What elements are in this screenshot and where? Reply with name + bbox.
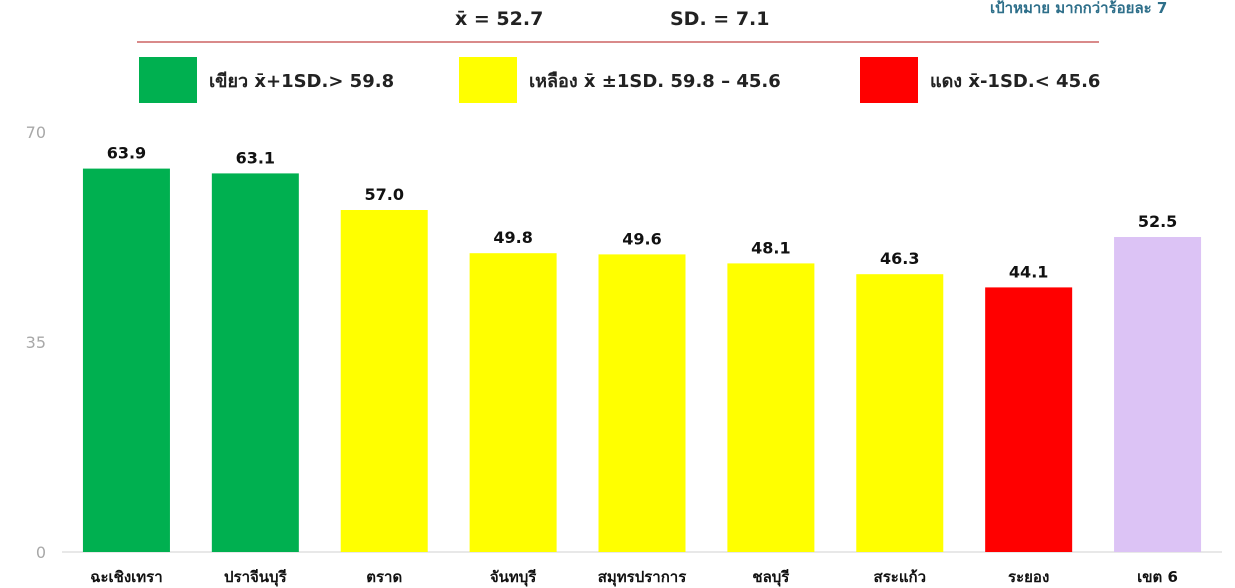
x-category-label: ระยอง <box>1008 568 1049 586</box>
bar <box>340 210 428 552</box>
bar-value-label: 52.5 <box>1138 212 1177 231</box>
bar-value-label: 46.3 <box>880 249 919 268</box>
y-tick-label: 35 <box>26 333 46 352</box>
legend-label-green: เขียว x̄+1SD.> 59.8 <box>209 70 395 92</box>
legend-label-red: แดง x̄-1SD.< 45.6 <box>930 70 1101 92</box>
x-category-label: ปราจีนบุรี <box>224 568 288 587</box>
bar-value-label: 48.1 <box>751 238 790 257</box>
x-category-label: สมุทรปราการ <box>598 568 687 587</box>
x-category-label: จันทบุรี <box>490 568 537 587</box>
x-category-label: ตราด <box>366 568 402 586</box>
header-divider <box>137 41 1099 43</box>
x-category-label: เขต 6 <box>1137 568 1178 586</box>
legend-label-yellow: เหลือง x̄ ±1SD. 59.8 – 45.6 <box>529 70 781 92</box>
bar-value-label: 49.6 <box>622 229 661 248</box>
bar <box>469 253 557 552</box>
mean-label: x̄ = 52.7 <box>455 8 544 30</box>
bar <box>856 274 944 552</box>
legend-swatch-yellow <box>459 57 517 103</box>
legend-swatch-red <box>860 57 918 103</box>
legend-item-red: แดง x̄-1SD.< 45.6 <box>860 57 1100 103</box>
x-category-label: ฉะเชิงเทรา <box>90 568 162 586</box>
sd-label: SD. = 7.1 <box>670 8 770 30</box>
bar <box>985 287 1073 552</box>
legend-swatch-green <box>139 57 197 103</box>
bar <box>1114 237 1202 552</box>
bar-value-label: 57.0 <box>364 185 403 204</box>
y-tick-label: 70 <box>26 123 46 142</box>
bar <box>82 168 170 552</box>
bar <box>598 254 686 552</box>
legend-item-yellow: เหลือง x̄ ±1SD. 59.8 – 45.6 <box>459 57 781 103</box>
y-tick-label: 0 <box>36 543 46 562</box>
x-category-label: ชลบุรี <box>752 568 790 587</box>
bar-value-label: 49.8 <box>493 228 532 247</box>
bar <box>211 173 299 552</box>
bar-value-label: 44.1 <box>1009 262 1048 281</box>
target-note: เป้าหมาย มากกว่าร้อยละ 7 <box>990 0 1168 17</box>
x-category-label: สระแก้ว <box>874 568 926 586</box>
bar <box>727 263 815 552</box>
bar-value-label: 63.9 <box>107 144 146 163</box>
bar-value-label: 63.1 <box>236 148 275 167</box>
legend-item-green: เขียว x̄+1SD.> 59.8 <box>139 57 394 103</box>
